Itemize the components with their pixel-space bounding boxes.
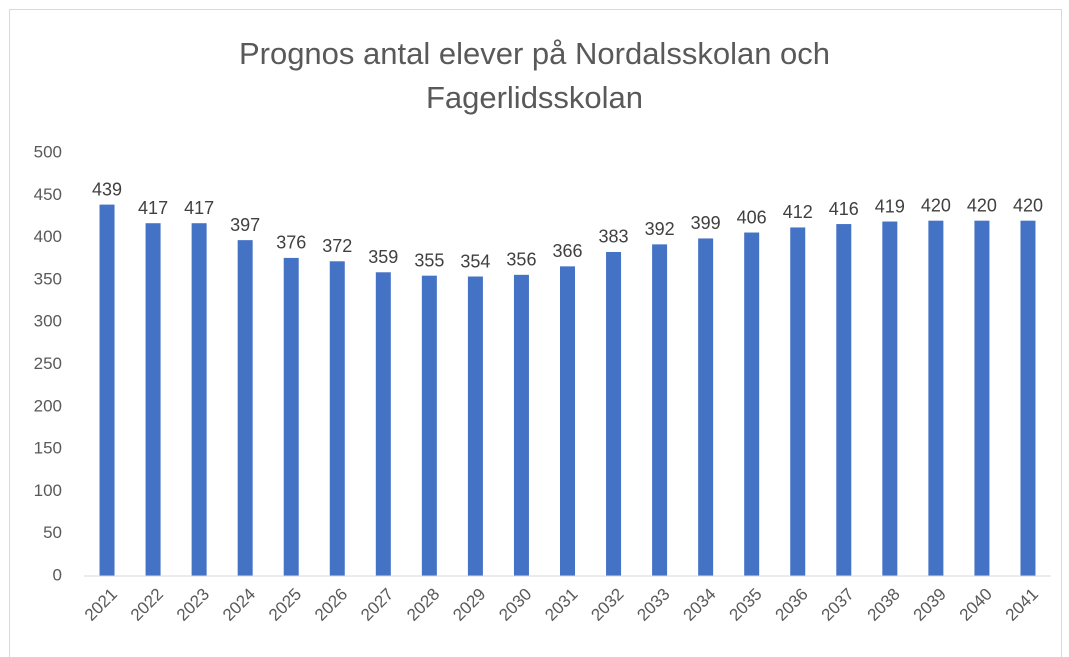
bar <box>513 274 529 576</box>
data-label: 383 <box>599 227 629 247</box>
bar <box>191 223 207 576</box>
data-label: 420 <box>1013 195 1043 215</box>
bar <box>145 223 161 576</box>
x-tick-label: 2031 <box>541 585 581 625</box>
bar <box>928 220 944 576</box>
data-label: 376 <box>276 233 306 253</box>
bar <box>329 261 345 576</box>
x-tick-label: 2022 <box>127 585 167 625</box>
data-label: 412 <box>783 202 813 222</box>
x-tick-label: 2039 <box>910 585 950 625</box>
y-tick-label: 100 <box>34 481 62 500</box>
x-tick-label: 2037 <box>818 585 858 625</box>
data-label: 419 <box>875 196 905 216</box>
data-label: 366 <box>552 241 582 261</box>
bar <box>974 220 990 576</box>
bar <box>375 272 391 576</box>
x-tick-label: 2028 <box>403 585 443 625</box>
data-label: 372 <box>322 236 352 256</box>
x-tick-label: 2038 <box>864 585 904 625</box>
x-tick-label: 2034 <box>679 585 719 625</box>
y-tick-label: 0 <box>53 565 62 584</box>
x-tick-label: 2033 <box>633 585 673 625</box>
x-tick-label: 2036 <box>772 585 812 625</box>
y-tick-label: 400 <box>34 227 62 246</box>
bar <box>882 221 898 576</box>
data-label: 417 <box>138 198 168 218</box>
data-label: 420 <box>921 195 951 215</box>
data-label: 397 <box>230 215 260 235</box>
x-tick-label: 2027 <box>357 585 397 625</box>
bar <box>698 238 714 577</box>
x-tick-label: 2032 <box>587 585 627 625</box>
x-tick-label: 2035 <box>726 585 766 625</box>
bar <box>652 244 668 577</box>
data-label: 406 <box>737 207 767 227</box>
bar <box>1020 220 1036 576</box>
title-wrap: Prognos antal elever på Nordalsskolan oc… <box>0 32 1069 120</box>
x-tick-label: 2040 <box>956 585 996 625</box>
bar <box>744 232 760 577</box>
chart-title: Prognos antal elever på Nordalsskolan oc… <box>238 36 831 115</box>
bar <box>606 251 622 576</box>
bar <box>560 266 575 576</box>
data-label: 356 <box>506 250 536 270</box>
y-tick-label: 300 <box>34 312 62 331</box>
bar <box>283 257 299 576</box>
y-tick-label: 200 <box>34 396 62 415</box>
bar <box>790 227 806 576</box>
chart-border <box>9 9 1062 657</box>
y-tick-label: 50 <box>43 523 62 542</box>
data-label: 354 <box>460 251 490 271</box>
y-tick-label: 350 <box>34 269 62 288</box>
data-label: 417 <box>184 198 214 218</box>
data-label: 439 <box>92 179 122 199</box>
x-tick-label: 2023 <box>173 585 213 625</box>
bar <box>467 276 483 576</box>
x-tick-label: 2026 <box>311 585 351 625</box>
x-tick-label: 2030 <box>495 585 535 625</box>
y-tick-label: 450 <box>34 185 62 204</box>
y-tick-label: 250 <box>34 354 62 373</box>
data-label: 392 <box>645 219 675 239</box>
data-label: 399 <box>691 213 721 233</box>
bar <box>99 204 115 576</box>
y-tick-label: 500 <box>34 142 62 161</box>
data-label: 420 <box>967 195 997 215</box>
data-label: 355 <box>414 250 444 270</box>
x-tick-label: 2021 <box>81 585 121 625</box>
x-tick-label: 2029 <box>449 585 489 625</box>
data-label: 416 <box>829 199 859 219</box>
bar <box>836 224 852 576</box>
bar <box>237 240 253 576</box>
x-tick-label: 2024 <box>219 585 259 625</box>
y-tick-label: 150 <box>34 439 62 458</box>
data-label: 359 <box>368 247 398 267</box>
bar <box>421 275 437 576</box>
x-tick-label: 2025 <box>265 585 305 625</box>
x-tick-label: 2041 <box>1002 585 1042 625</box>
